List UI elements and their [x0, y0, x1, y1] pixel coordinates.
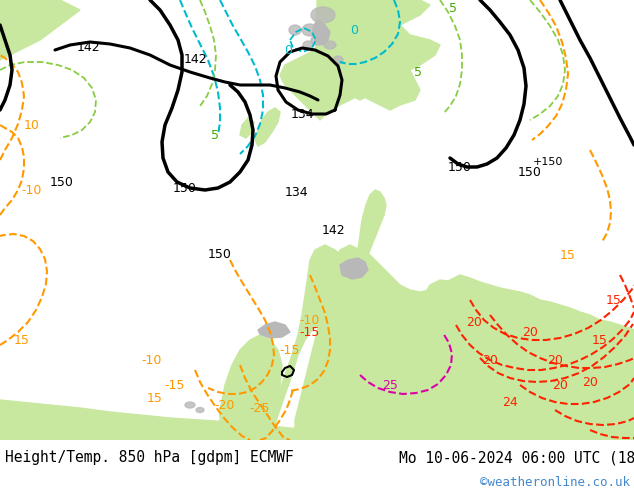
Text: 15: 15 — [606, 294, 622, 307]
Polygon shape — [425, 280, 520, 348]
Text: +150: +150 — [533, 157, 563, 167]
Polygon shape — [280, 0, 440, 120]
Text: 142: 142 — [183, 52, 207, 66]
Text: 0: 0 — [350, 24, 358, 36]
Polygon shape — [0, 0, 80, 60]
Text: -15: -15 — [280, 343, 300, 357]
Polygon shape — [220, 335, 282, 440]
Text: -20: -20 — [215, 398, 235, 412]
Text: 20: 20 — [582, 375, 598, 389]
Ellipse shape — [303, 41, 313, 49]
Text: 134: 134 — [284, 186, 308, 198]
Text: 20: 20 — [552, 378, 568, 392]
Ellipse shape — [333, 56, 343, 64]
Text: 24: 24 — [502, 395, 518, 409]
Polygon shape — [332, 60, 375, 100]
Polygon shape — [312, 20, 330, 45]
Polygon shape — [472, 315, 495, 350]
Text: -10: -10 — [300, 314, 320, 326]
Polygon shape — [340, 258, 368, 279]
Polygon shape — [258, 322, 290, 338]
Text: 25: 25 — [382, 378, 398, 392]
Ellipse shape — [311, 7, 335, 23]
Ellipse shape — [185, 402, 195, 408]
Polygon shape — [358, 190, 386, 265]
Text: 0: 0 — [284, 44, 292, 56]
Text: -10: -10 — [22, 183, 42, 196]
Text: 10: 10 — [24, 119, 40, 131]
Ellipse shape — [289, 25, 301, 35]
Text: 5: 5 — [211, 128, 219, 142]
Text: 134: 134 — [290, 107, 314, 121]
Text: 20: 20 — [522, 325, 538, 339]
Text: -10: -10 — [142, 353, 162, 367]
Text: -25: -25 — [250, 401, 270, 415]
Ellipse shape — [311, 35, 325, 45]
Text: 142: 142 — [321, 223, 345, 237]
Text: 142: 142 — [76, 41, 100, 53]
Text: ©weatheronline.co.uk: ©weatheronline.co.uk — [480, 476, 630, 489]
Text: -15: -15 — [165, 378, 185, 392]
Ellipse shape — [196, 408, 204, 413]
Ellipse shape — [302, 24, 318, 36]
Text: 20: 20 — [482, 353, 498, 367]
Text: 15: 15 — [147, 392, 163, 405]
Text: Mo 10-06-2024 06:00 UTC (18+132): Mo 10-06-2024 06:00 UTC (18+132) — [399, 450, 634, 465]
Text: 15: 15 — [592, 334, 608, 346]
Text: 20: 20 — [466, 316, 482, 328]
Text: Height/Temp. 850 hPa [gdpm] ECMWF: Height/Temp. 850 hPa [gdpm] ECMWF — [5, 450, 294, 465]
Text: 15: 15 — [14, 334, 30, 346]
Polygon shape — [265, 245, 365, 440]
Text: 150: 150 — [173, 181, 197, 195]
Text: -15: -15 — [300, 325, 320, 339]
Text: 5: 5 — [414, 66, 422, 78]
Polygon shape — [508, 340, 634, 380]
Polygon shape — [240, 118, 254, 138]
Text: 150: 150 — [518, 166, 542, 178]
Ellipse shape — [324, 41, 336, 49]
Text: 150: 150 — [50, 175, 74, 189]
Text: 15: 15 — [560, 248, 576, 262]
Text: 150: 150 — [208, 247, 232, 261]
Text: 5: 5 — [449, 1, 457, 15]
Text: 20: 20 — [547, 353, 563, 367]
Polygon shape — [0, 400, 530, 440]
Polygon shape — [295, 245, 634, 440]
Polygon shape — [255, 108, 280, 146]
Text: 150: 150 — [448, 161, 472, 173]
